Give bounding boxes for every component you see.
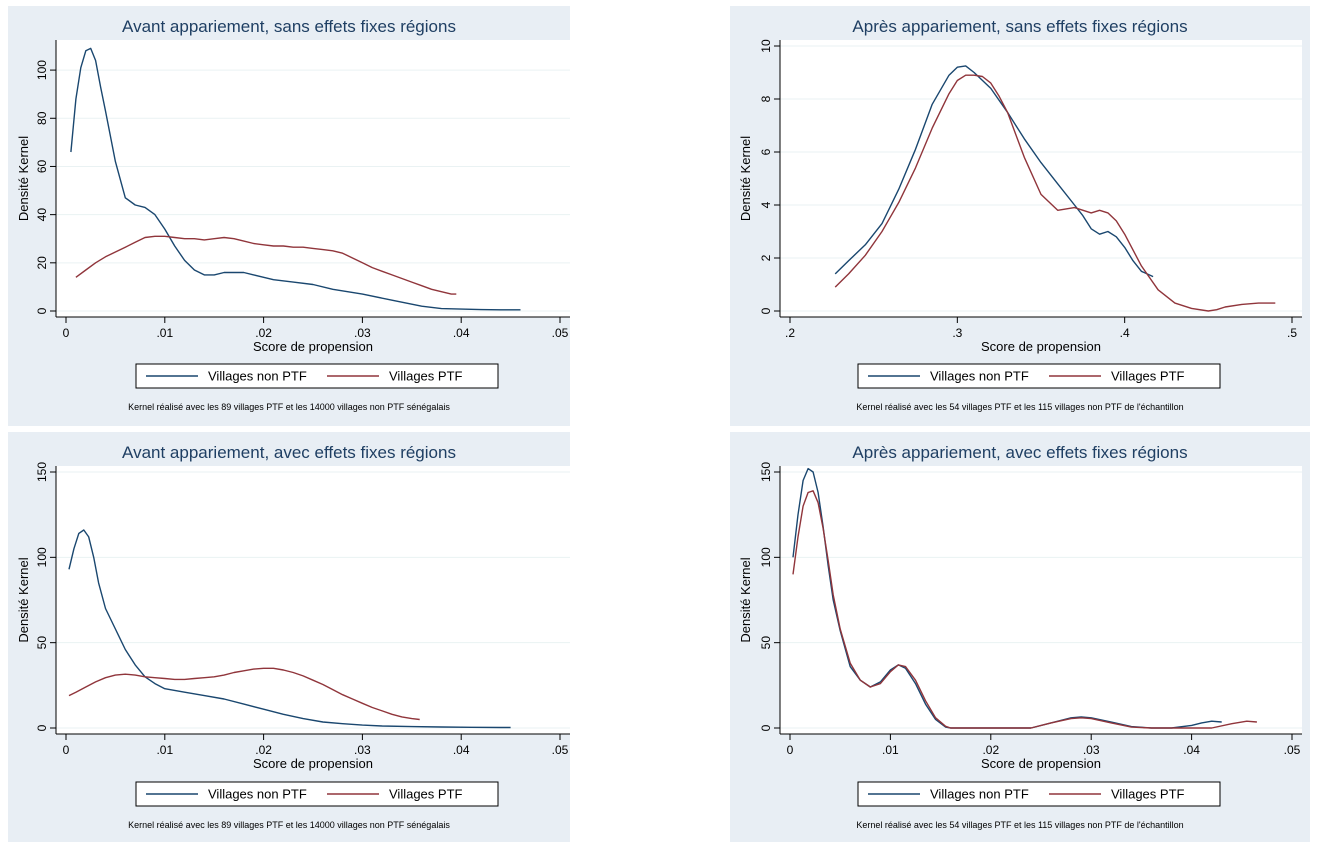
y-tick-label: 2	[759, 254, 773, 261]
chart-title: Avant appariement, avec effets fixes rég…	[122, 443, 456, 462]
series-line-ptf	[792, 490, 1257, 729]
series-line-non-ptf	[70, 47, 521, 311]
x-tick-label: .05	[552, 743, 569, 757]
x-tick-label: 0	[787, 743, 794, 757]
chart-svg: Après appariement, sans effets fixes rég…	[738, 17, 1302, 412]
y-tick-label: 150	[35, 462, 49, 482]
chart-title: Après appariement, avec effets fixes rég…	[852, 443, 1187, 462]
legend-box	[857, 363, 1221, 389]
x-tick-label: .04	[453, 743, 470, 757]
legend-label: Villages PTF	[389, 369, 463, 384]
x-tick-label: 0	[63, 326, 70, 340]
y-tick-label: 80	[35, 111, 49, 125]
x-axis-label: Score de propension	[981, 339, 1101, 354]
x-tick-label: .02	[982, 743, 999, 757]
chart-panel-top-left: Avant appariement, sans effets fixes rég…	[8, 6, 570, 426]
y-axis-label: Densité Kernel	[16, 557, 31, 642]
legend-label: Villages PTF	[1111, 787, 1185, 802]
x-tick-label: .02	[255, 326, 272, 340]
legend-label: Villages non PTF	[208, 787, 307, 802]
y-tick-label: 40	[35, 208, 49, 222]
chart-svg: Avant appariement, avec effets fixes rég…	[16, 443, 570, 830]
plot-area	[780, 466, 1302, 734]
y-axis-label: Densité Kernel	[738, 557, 753, 642]
plot-area	[780, 40, 1302, 317]
plot-area	[56, 40, 570, 317]
chart-note: Kernel réalisé avec les 89 villages PTF …	[128, 820, 450, 830]
y-tick-label: 100	[759, 547, 773, 567]
y-tick-label: 50	[35, 636, 49, 650]
x-axis-label: Score de propension	[981, 756, 1101, 771]
plot-area	[56, 466, 570, 734]
x-axis-label: Score de propension	[253, 339, 373, 354]
x-tick-label: .01	[156, 743, 173, 757]
x-tick-label: .3	[952, 326, 962, 340]
y-tick-label: 50	[759, 636, 773, 650]
chart-title: Après appariement, sans effets fixes rég…	[852, 17, 1187, 36]
legend-label: Villages non PTF	[930, 787, 1029, 802]
x-tick-label: .02	[255, 743, 272, 757]
chart-note: Kernel réalisé avec les 89 villages PTF …	[128, 402, 450, 412]
chart-note: Kernel réalisé avec les 54 villages PTF …	[856, 820, 1183, 830]
y-tick-label: 0	[759, 307, 773, 314]
y-tick-label: 0	[35, 307, 49, 314]
x-tick-label: .03	[354, 743, 371, 757]
legend-label: Villages PTF	[389, 787, 463, 802]
x-tick-label: .2	[785, 326, 795, 340]
series-line-ptf	[68, 667, 420, 721]
chart-title: Avant appariement, sans effets fixes rég…	[122, 17, 456, 36]
chart-panel-bottom-right: Après appariement, avec effets fixes rég…	[730, 432, 1310, 842]
x-tick-label: .05	[552, 326, 569, 340]
y-tick-label: 0	[35, 724, 49, 731]
chart-svg: Avant appariement, sans effets fixes rég…	[16, 17, 570, 412]
chart-svg: Après appariement, avec effets fixes rég…	[738, 443, 1302, 830]
series-line-non-ptf	[68, 529, 511, 729]
legend-label: Villages non PTF	[208, 369, 307, 384]
y-tick-label: 10	[759, 39, 773, 53]
y-tick-label: 20	[35, 256, 49, 270]
x-tick-label: 0	[63, 743, 70, 757]
y-tick-label: 100	[35, 60, 49, 80]
x-tick-label: .05	[1284, 743, 1301, 757]
x-tick-label: .03	[354, 326, 371, 340]
chart-note: Kernel réalisé avec les 54 villages PTF …	[856, 402, 1183, 412]
legend-label: Villages non PTF	[930, 369, 1029, 384]
y-tick-label: 8	[759, 95, 773, 102]
y-tick-label: 100	[35, 547, 49, 567]
chart-panel-bottom-left: Avant appariement, avec effets fixes rég…	[8, 432, 570, 842]
y-tick-label: 6	[759, 148, 773, 155]
y-tick-label: 150	[759, 462, 773, 482]
y-tick-label: 60	[35, 159, 49, 173]
y-tick-label: 0	[759, 724, 773, 731]
series-line-ptf	[834, 74, 1276, 312]
x-tick-label: .04	[453, 326, 470, 340]
series-line-ptf	[75, 235, 457, 295]
x-tick-label: .03	[1083, 743, 1100, 757]
series-line-non-ptf	[834, 65, 1154, 278]
y-axis-label: Densité Kernel	[738, 136, 753, 221]
x-tick-label: .4	[1120, 326, 1130, 340]
y-axis-label: Densité Kernel	[16, 136, 31, 221]
x-tick-label: .01	[156, 326, 173, 340]
x-tick-label: .04	[1183, 743, 1200, 757]
y-tick-label: 4	[759, 201, 773, 208]
x-tick-label: .5	[1287, 326, 1297, 340]
x-tick-label: .01	[882, 743, 899, 757]
x-axis-label: Score de propension	[253, 756, 373, 771]
chart-panel-top-right: Après appariement, sans effets fixes rég…	[730, 6, 1310, 426]
legend-label: Villages PTF	[1111, 369, 1185, 384]
